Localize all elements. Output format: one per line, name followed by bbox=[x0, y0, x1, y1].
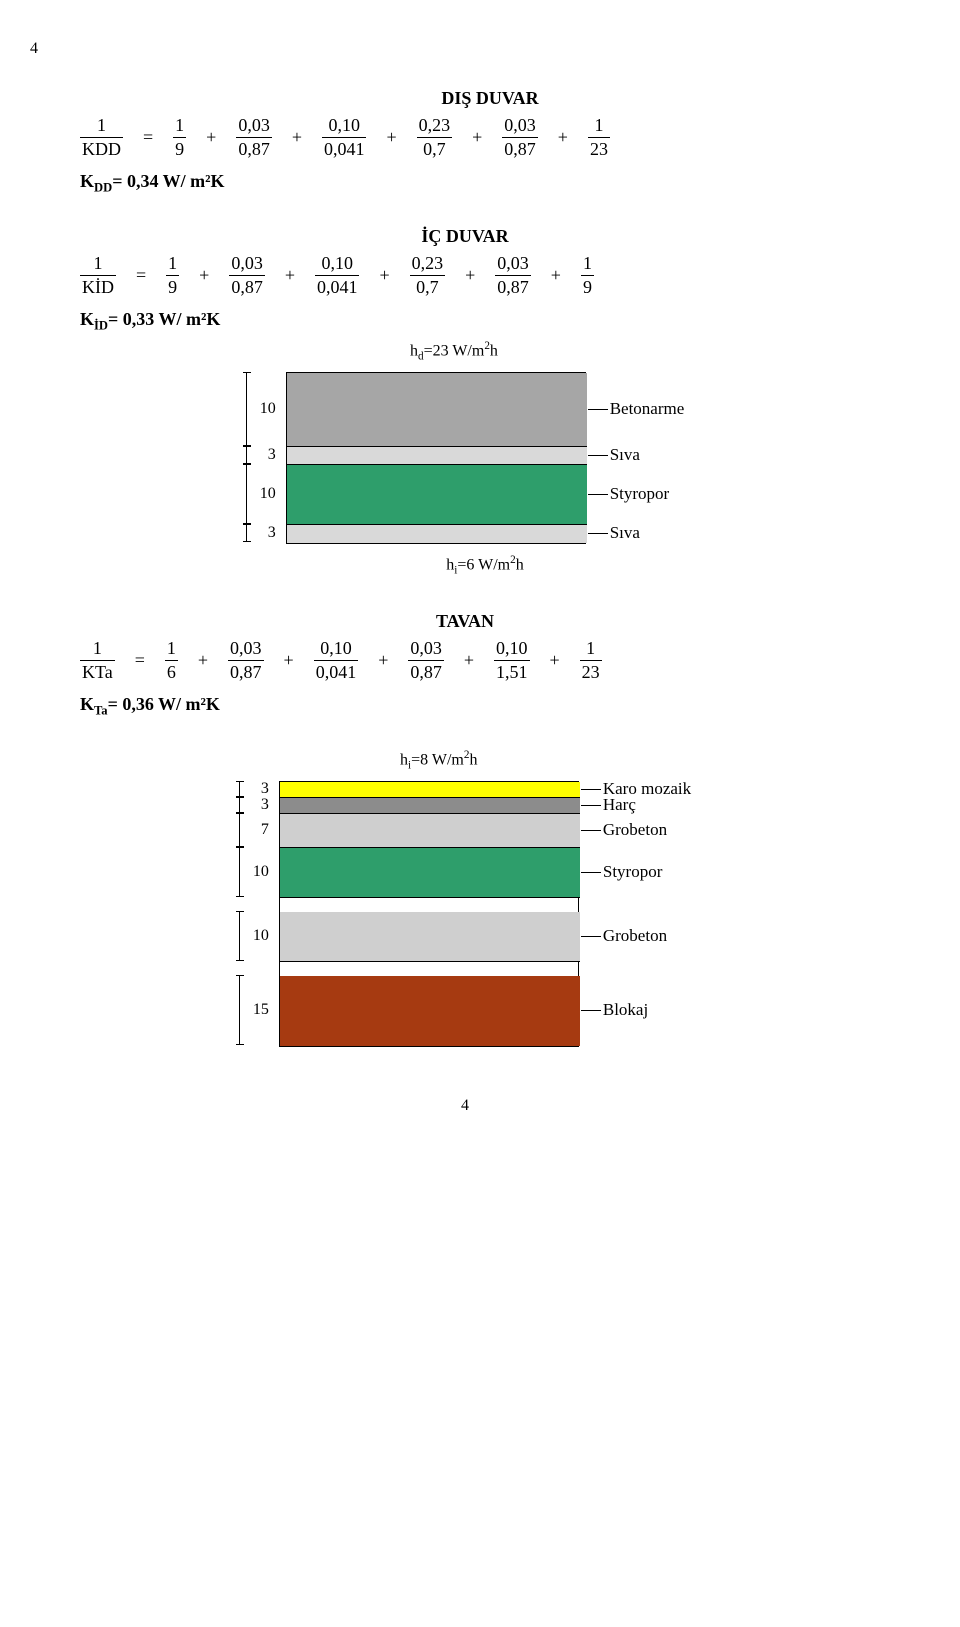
layer bbox=[280, 848, 580, 898]
layer bbox=[287, 465, 587, 525]
layer-label: Grobeton bbox=[603, 911, 691, 961]
layer bbox=[280, 798, 580, 814]
dim-label: 3 bbox=[246, 446, 280, 464]
dim-label: 3 bbox=[239, 781, 273, 797]
ic-duvar-hd-label: hd=23 W/m2h bbox=[410, 340, 900, 363]
ic-duvar-hi-label: hi=6 W/m2h bbox=[30, 554, 900, 577]
dim-label: 10 bbox=[246, 372, 280, 446]
layer bbox=[287, 525, 587, 543]
dis-duvar-equation: 1KDD=19+0,030,87+0,100,041+0,230,7+0,030… bbox=[80, 115, 900, 159]
dim-label: 10 bbox=[246, 464, 280, 524]
tavan-result: KTa= 0,36 W/ m²K bbox=[80, 694, 900, 719]
layer-label: Grobeton bbox=[603, 813, 691, 847]
layer bbox=[280, 976, 580, 1046]
layer bbox=[287, 447, 587, 465]
dim-label: 10 bbox=[239, 847, 273, 897]
tavan-equation: 1KTa=16+0,030,87+0,100,041+0,030,87+0,10… bbox=[80, 638, 900, 682]
layer-label: Sıva bbox=[610, 446, 685, 464]
layer-label: Styropor bbox=[610, 464, 685, 524]
layer bbox=[280, 782, 580, 798]
dim-label: 3 bbox=[239, 797, 273, 813]
tavan-title: TAVAN bbox=[30, 611, 900, 632]
layer-label: Betonarme bbox=[610, 372, 685, 446]
layer-label: Harç bbox=[603, 797, 691, 813]
page-number-top: 4 bbox=[30, 40, 900, 58]
dim-label: 3 bbox=[246, 524, 280, 542]
tavan-hi-label: hi=8 W/m2h bbox=[400, 749, 900, 772]
layer-label: Blokaj bbox=[603, 975, 691, 1045]
layer bbox=[280, 814, 580, 848]
page-number-bottom: 4 bbox=[30, 1097, 900, 1115]
ic-duvar-diagram: 103103BetonarmeSıvaStyroporSıva bbox=[30, 372, 900, 544]
layer-label: Styropor bbox=[603, 847, 691, 897]
tavan-diagram: 337101015Karo mozaikHarçGrobetonStyropor… bbox=[30, 781, 900, 1047]
dim-label: 10 bbox=[239, 911, 273, 961]
dim-label: 7 bbox=[239, 813, 273, 847]
dim-label: 15 bbox=[239, 975, 273, 1045]
ic-duvar-title: İÇ DUVAR bbox=[30, 226, 900, 247]
ic-duvar-equation: 1KİD=19+0,030,87+0,100,041+0,230,7+0,030… bbox=[80, 253, 900, 297]
layer-label: Sıva bbox=[610, 524, 685, 542]
layer bbox=[280, 912, 580, 962]
ic-duvar-result: KİD= 0,33 W/ m²K bbox=[80, 309, 900, 334]
dis-duvar-result: KDD= 0,34 W/ m²K bbox=[80, 171, 900, 196]
layer bbox=[287, 373, 587, 447]
dis-duvar-title: DIŞ DUVAR bbox=[30, 88, 900, 109]
